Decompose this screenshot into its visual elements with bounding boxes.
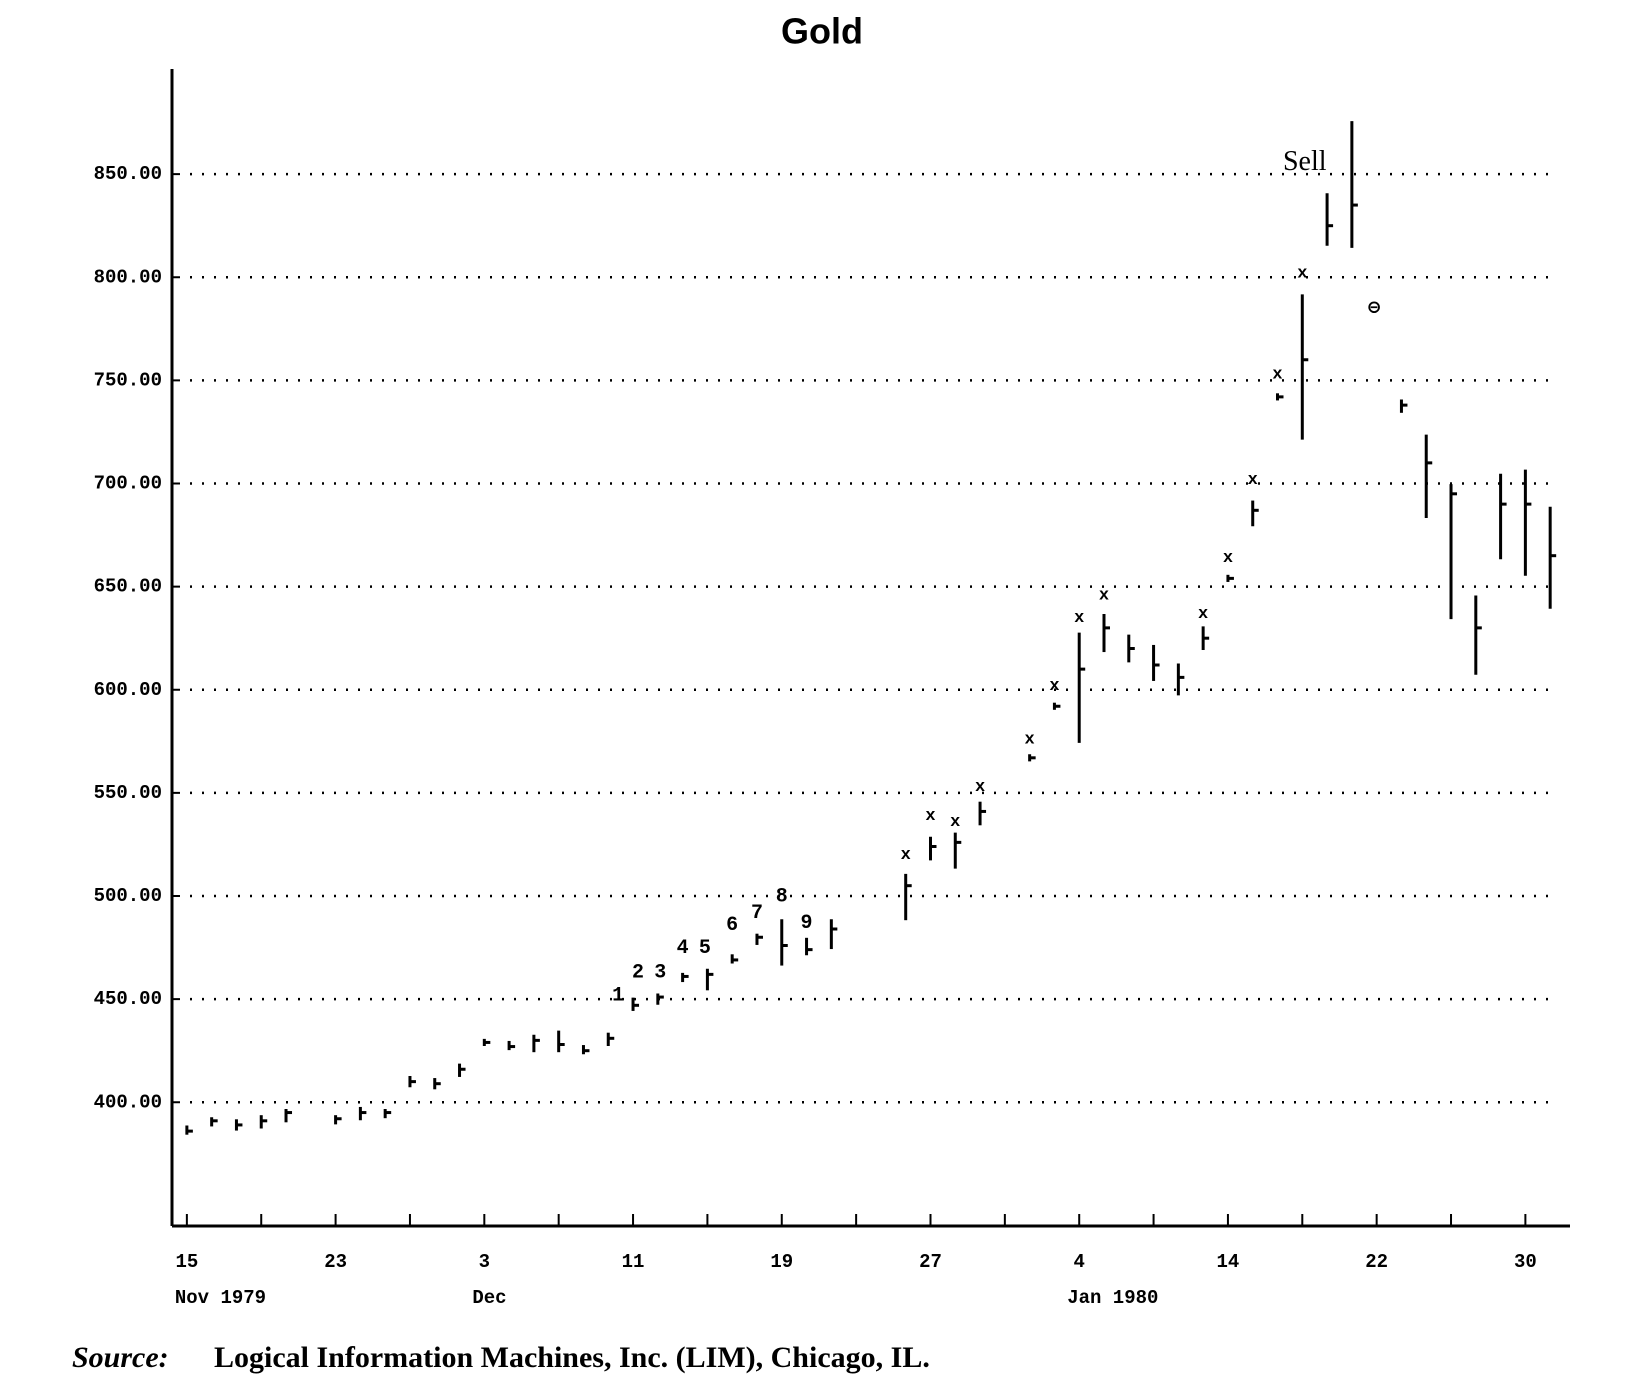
x-tick-label: 30 — [1514, 1251, 1537, 1273]
y-tick-label: 750.00 — [94, 369, 162, 391]
y-tick-label: 400.00 — [94, 1091, 162, 1113]
annotation: x — [975, 778, 985, 797]
source: Logical Information Machines, Inc. (LIM)… — [214, 1341, 930, 1374]
y-tick-label: 800.00 — [94, 266, 162, 288]
x-tick-label: 14 — [1217, 1251, 1240, 1273]
x-group-label: Jan 1980 — [1067, 1287, 1158, 1309]
annotation: x — [1198, 605, 1208, 624]
annotation: 6 — [726, 914, 738, 937]
annotation: x — [1074, 609, 1084, 628]
x-group-label: Nov 1979 — [175, 1287, 266, 1309]
annotation: x — [1049, 677, 1059, 696]
y-tick-label: 500.00 — [94, 885, 162, 907]
annotation: x — [1099, 586, 1109, 605]
x-group-label: Dec — [472, 1287, 506, 1309]
annotation: 4 — [677, 937, 689, 960]
x-tick-label: 4 — [1074, 1251, 1085, 1273]
annotation: 8 — [776, 885, 788, 908]
x-tick-label: 23 — [324, 1251, 347, 1273]
y-tick-label: 650.00 — [94, 576, 162, 598]
annotation: x — [901, 846, 911, 865]
annotation: x — [1223, 549, 1233, 568]
annotation: 5 — [699, 937, 711, 960]
annotation: x — [950, 813, 960, 832]
x-tick-label: 27 — [919, 1251, 942, 1273]
y-tick-label: 700.00 — [94, 473, 162, 495]
annotation: x — [1248, 471, 1258, 490]
annotation: x — [1272, 366, 1282, 385]
annotation: 2 — [632, 962, 644, 985]
x-tick-label: 15 — [175, 1251, 198, 1273]
annotation: Sell — [1283, 146, 1327, 177]
y-tick-label: 450.00 — [94, 988, 162, 1010]
x-tick-label: 19 — [770, 1251, 793, 1273]
chart-title: Gold — [781, 11, 863, 52]
annotation: 9 — [801, 912, 813, 935]
source-label: Source: — [72, 1341, 169, 1374]
y-tick-label: 600.00 — [94, 679, 162, 701]
x-tick-label: 22 — [1365, 1251, 1388, 1273]
annotation: 7 — [751, 902, 763, 925]
annotation: 3 — [654, 962, 666, 985]
annotation: x — [1297, 265, 1307, 284]
annotation: 1 — [612, 984, 624, 1007]
annotation: x — [925, 807, 935, 826]
x-tick-label: 11 — [622, 1251, 645, 1273]
y-tick-label: 550.00 — [94, 782, 162, 804]
annotation: x — [1025, 731, 1035, 750]
y-tick-label: 850.00 — [94, 163, 162, 185]
x-tick-label: 3 — [479, 1251, 490, 1273]
annotation: ⊖ — [1368, 297, 1380, 320]
